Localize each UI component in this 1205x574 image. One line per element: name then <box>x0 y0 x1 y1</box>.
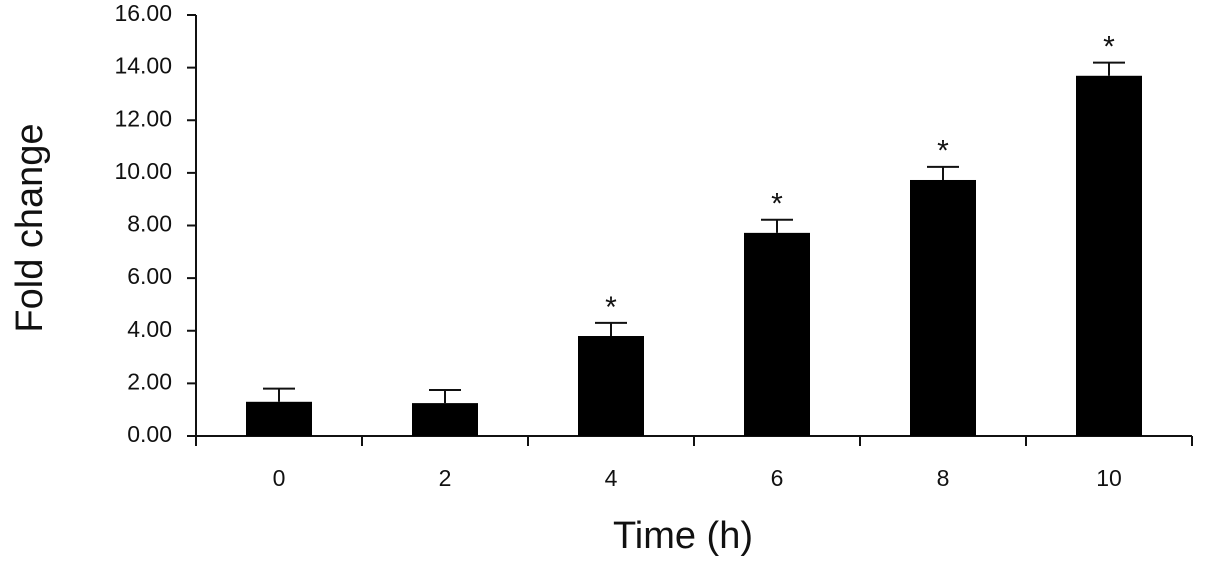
x-tick-label: 10 <box>1096 465 1122 491</box>
bar <box>578 336 644 436</box>
y-tick-label: 4.00 <box>127 316 172 342</box>
significance-marker: * <box>1103 31 1115 64</box>
x-axis-title: Time (h) <box>613 515 753 557</box>
y-tick-label: 2.00 <box>127 368 172 394</box>
significance-marker: * <box>937 135 949 168</box>
y-tick-label: 10.00 <box>114 158 172 184</box>
y-tick-label: 12.00 <box>114 105 172 131</box>
x-tick-label: 0 <box>273 465 286 491</box>
x-tick-label: 4 <box>605 465 618 491</box>
bar <box>744 232 810 436</box>
x-tick-label: 8 <box>937 465 950 491</box>
y-tick-label: 14.00 <box>114 53 172 79</box>
bar <box>1076 75 1142 437</box>
bar <box>412 403 478 436</box>
y-tick-label: 8.00 <box>127 211 172 237</box>
y-axis-title: Fold change <box>9 123 51 332</box>
significance-marker: * <box>605 291 617 324</box>
x-tick-label: 6 <box>771 465 784 491</box>
significance-marker: * <box>771 188 783 221</box>
y-tick-label: 0.00 <box>127 421 172 447</box>
y-tick-label: 6.00 <box>127 263 172 289</box>
bar <box>246 401 312 436</box>
y-tick-label: 16.00 <box>114 0 172 26</box>
x-tick-label: 2 <box>439 465 452 491</box>
bar <box>910 179 976 436</box>
